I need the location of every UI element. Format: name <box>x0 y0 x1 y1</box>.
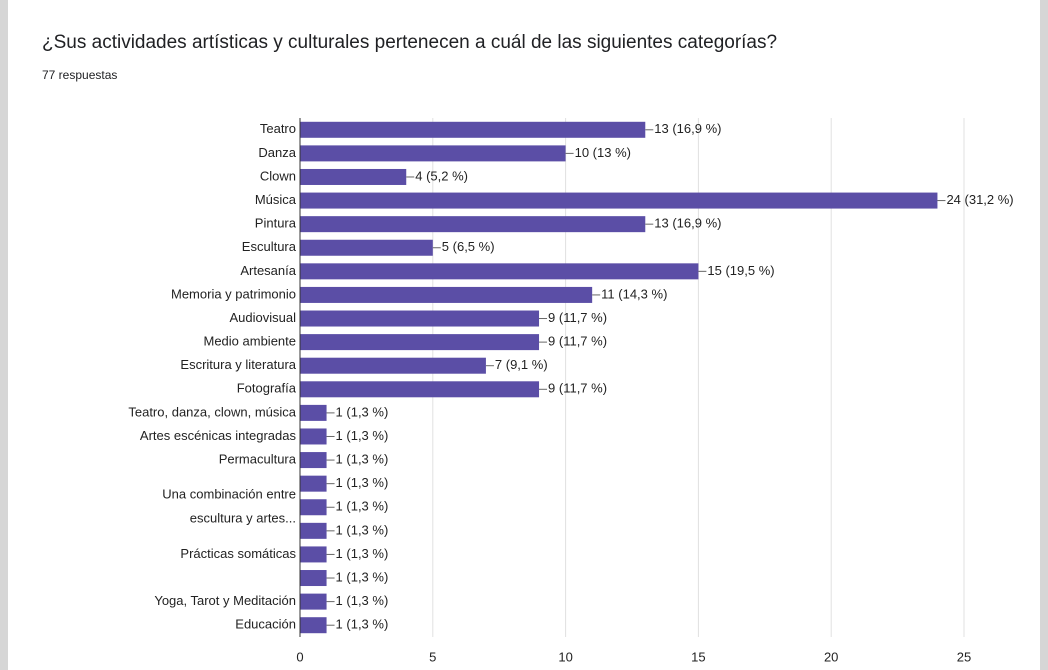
data-label: 9 (11,7 %) <box>548 310 607 325</box>
bar <box>300 239 433 256</box>
bar <box>300 593 327 610</box>
data-label: 1 (1,3 %) <box>336 404 389 419</box>
y-tick-label: Artesanía <box>240 263 296 278</box>
data-label: 5 (6,5 %) <box>442 239 495 254</box>
bar <box>300 546 327 563</box>
x-tick-label: 20 <box>824 649 838 664</box>
data-label: 1 (1,3 %) <box>336 569 389 584</box>
bar <box>300 617 327 634</box>
x-tick-label: 5 <box>429 649 436 664</box>
y-tick-label: Escultura <box>242 239 297 254</box>
data-label: 13 (16,9 %) <box>654 121 721 136</box>
data-label: 9 (11,7 %) <box>548 334 607 349</box>
y-tick-label: Yoga, Tarot y Meditación <box>154 593 296 608</box>
data-label: 9 (11,7 %) <box>548 381 607 396</box>
data-label: 10 (13 %) <box>575 145 631 160</box>
x-tick-label: 25 <box>957 649 971 664</box>
y-tick-label: Fotografía <box>237 381 297 396</box>
data-label: 1 (1,3 %) <box>336 593 389 608</box>
y-tick-label: Educación <box>235 617 296 632</box>
data-label: 24 (31,2 %) <box>946 192 1013 207</box>
data-label: 11 (14,3 %) <box>601 286 667 301</box>
chart-subtitle: 77 respuestas <box>42 68 117 82</box>
y-tick-label: Memoria y patrimonio <box>171 286 296 301</box>
bar <box>300 145 566 162</box>
bar <box>300 286 593 303</box>
y-tick-label: Música <box>255 192 297 207</box>
bar <box>300 121 646 138</box>
x-tick-label: 15 <box>691 649 705 664</box>
y-tick-label: Pintura <box>255 216 297 231</box>
bar <box>300 404 327 421</box>
data-label: 7 (9,1 %) <box>495 357 548 372</box>
bar <box>300 475 327 492</box>
bar <box>300 192 938 209</box>
chart-title: ¿Sus actividades artísticas y culturales… <box>42 32 777 53</box>
y-tick-label: Escritura y literatura <box>180 357 296 372</box>
data-label: 1 (1,3 %) <box>336 475 389 490</box>
x-tick-label: 0 <box>296 649 303 664</box>
data-label: 1 (1,3 %) <box>336 452 389 467</box>
y-tick-label: Medio ambiente <box>204 334 297 349</box>
bar <box>300 522 327 539</box>
y-tick-label: Permacultura <box>219 452 297 467</box>
bar <box>300 168 407 185</box>
data-label: 13 (16,9 %) <box>654 216 721 231</box>
bar <box>300 381 540 398</box>
bar <box>300 499 327 516</box>
data-label: 1 (1,3 %) <box>336 522 389 537</box>
data-label: 15 (19,5 %) <box>707 263 774 278</box>
bar <box>300 310 540 327</box>
bar <box>300 334 540 351</box>
data-label: 1 (1,3 %) <box>336 499 389 514</box>
data-label: 1 (1,3 %) <box>336 428 389 443</box>
y-tick-label: escultura y artes... <box>190 511 296 526</box>
bar <box>300 216 646 233</box>
y-tick-label: Teatro <box>260 121 296 136</box>
x-tick-label: 10 <box>558 649 572 664</box>
y-tick-label: Prácticas somáticas <box>180 546 296 561</box>
bar <box>300 570 327 587</box>
data-label: 1 (1,3 %) <box>336 546 389 561</box>
bar <box>300 263 699 280</box>
bar <box>300 428 327 445</box>
bar <box>300 452 327 469</box>
bar <box>300 357 486 374</box>
y-tick-label: Artes escénicas integradas <box>140 428 297 443</box>
data-label: 1 (1,3 %) <box>336 617 389 632</box>
y-tick-label: Danza <box>258 145 296 160</box>
data-label: 4 (5,2 %) <box>415 168 468 183</box>
y-tick-label: Clown <box>260 168 296 183</box>
y-tick-label: Audiovisual <box>230 310 297 325</box>
y-tick-label: Teatro, danza, clown, música <box>128 404 296 419</box>
y-tick-label: Una combinación entre <box>162 487 296 502</box>
